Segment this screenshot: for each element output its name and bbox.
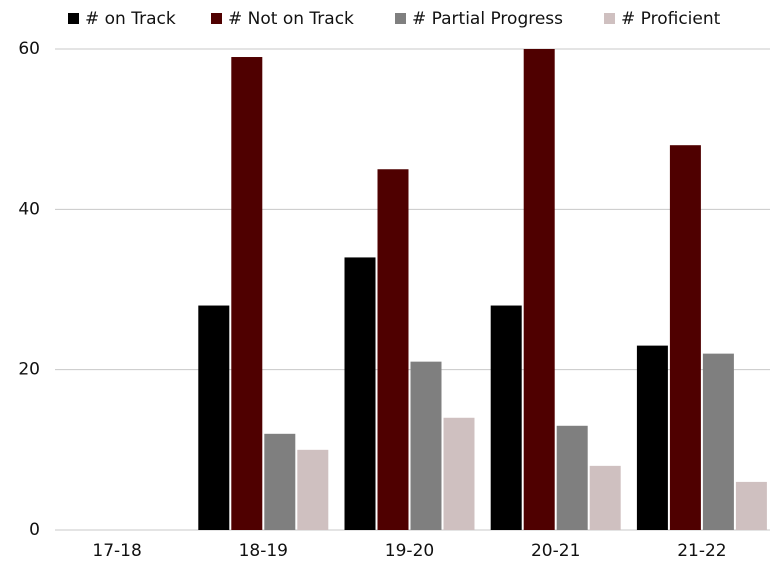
bar xyxy=(231,57,263,531)
bar xyxy=(735,481,767,530)
y-tick-label: 0 xyxy=(29,520,40,540)
x-tick-label: 21-22 xyxy=(677,541,726,561)
x-tick-label: 17-18 xyxy=(92,541,141,561)
legend-label: # Not on Track xyxy=(228,9,354,29)
bar xyxy=(410,361,442,530)
y-tick-label: 20 xyxy=(18,360,40,380)
legend-label: # Partial Progress xyxy=(412,9,563,29)
bar xyxy=(523,49,555,530)
legend-swatch xyxy=(211,13,222,24)
legend-label: # on Track xyxy=(85,9,176,29)
y-tick-label: 40 xyxy=(18,199,40,219)
x-tick-label: 19-20 xyxy=(385,541,434,561)
bar xyxy=(344,257,376,530)
x-tick-label: 20-21 xyxy=(531,541,580,561)
bar xyxy=(490,305,522,530)
bar xyxy=(589,465,621,530)
legend-swatch xyxy=(68,13,79,24)
bar xyxy=(702,353,734,530)
bar xyxy=(264,433,296,530)
x-tick-label: 18-19 xyxy=(239,541,288,561)
legend-label: # Proficient xyxy=(621,9,721,29)
legend-swatch xyxy=(395,13,406,24)
bar xyxy=(377,169,409,530)
bar xyxy=(636,345,668,530)
bar xyxy=(556,425,588,530)
bar xyxy=(443,417,475,530)
bar xyxy=(198,305,230,530)
legend-swatch xyxy=(604,13,615,24)
y-tick-label: 60 xyxy=(18,39,40,59)
bar xyxy=(669,145,701,530)
bar xyxy=(297,449,329,530)
